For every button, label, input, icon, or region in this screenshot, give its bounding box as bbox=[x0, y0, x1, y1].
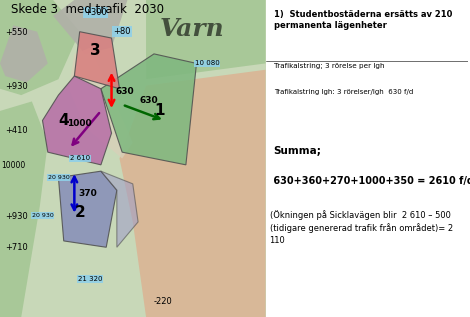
Text: 1)  Studentbostäderna ersätts av 210
permanenta lägenheter: 1) Studentbostäderna ersätts av 210 perm… bbox=[274, 10, 452, 30]
Polygon shape bbox=[0, 25, 48, 82]
Polygon shape bbox=[0, 101, 48, 317]
Text: Skede 3  med trafik  2030: Skede 3 med trafik 2030 bbox=[11, 3, 164, 16]
Text: +80: +80 bbox=[113, 27, 131, 36]
Polygon shape bbox=[101, 171, 138, 247]
Text: Varn: Varn bbox=[159, 16, 224, 41]
Text: 10000: 10000 bbox=[1, 161, 25, 170]
Text: 1000: 1000 bbox=[67, 119, 92, 128]
Text: 3: 3 bbox=[90, 43, 101, 58]
Text: 1: 1 bbox=[154, 103, 164, 119]
Text: 10 080: 10 080 bbox=[195, 61, 219, 66]
Text: 2 610: 2 610 bbox=[70, 156, 90, 161]
Text: 630: 630 bbox=[116, 87, 134, 96]
Text: 630: 630 bbox=[140, 96, 158, 105]
Polygon shape bbox=[101, 54, 196, 165]
Polygon shape bbox=[119, 70, 266, 317]
Text: +300: +300 bbox=[84, 8, 107, 17]
Text: +410: +410 bbox=[5, 126, 28, 135]
Polygon shape bbox=[146, 0, 266, 79]
Text: +550: +550 bbox=[5, 28, 28, 37]
Text: +710: +710 bbox=[5, 243, 28, 252]
Polygon shape bbox=[58, 171, 117, 247]
Text: Trafikalstring lgh: 3 rörelser/lgh  630 f/d: Trafikalstring lgh: 3 rörelser/lgh 630 f… bbox=[274, 88, 413, 94]
Text: 20 930: 20 930 bbox=[31, 213, 54, 218]
Text: Summa;: Summa; bbox=[274, 146, 321, 156]
Text: 2: 2 bbox=[74, 205, 85, 220]
Polygon shape bbox=[69, 48, 133, 158]
Text: -220: -220 bbox=[154, 297, 173, 306]
Polygon shape bbox=[74, 32, 119, 89]
Text: (Ökningen på Sicklavägen blir  2 610 – 500
(tidigare genererad trafik från områd: (Ökningen på Sicklavägen blir 2 610 – 50… bbox=[270, 210, 453, 245]
Text: 21 320: 21 320 bbox=[78, 276, 102, 282]
Polygon shape bbox=[0, 0, 79, 95]
Polygon shape bbox=[53, 0, 127, 54]
Text: 370: 370 bbox=[78, 189, 97, 198]
Polygon shape bbox=[0, 0, 266, 317]
Text: +930: +930 bbox=[5, 82, 28, 91]
Text: 4: 4 bbox=[58, 113, 69, 128]
Text: 20 930: 20 930 bbox=[47, 175, 69, 180]
Polygon shape bbox=[42, 76, 111, 165]
Text: 630+360+270+1000+350 = 2610 f/d: 630+360+270+1000+350 = 2610 f/d bbox=[270, 176, 470, 186]
Text: +930: +930 bbox=[5, 212, 28, 221]
Text: Trafikalstring; 3 rörelse per lgh: Trafikalstring; 3 rörelse per lgh bbox=[274, 63, 384, 69]
